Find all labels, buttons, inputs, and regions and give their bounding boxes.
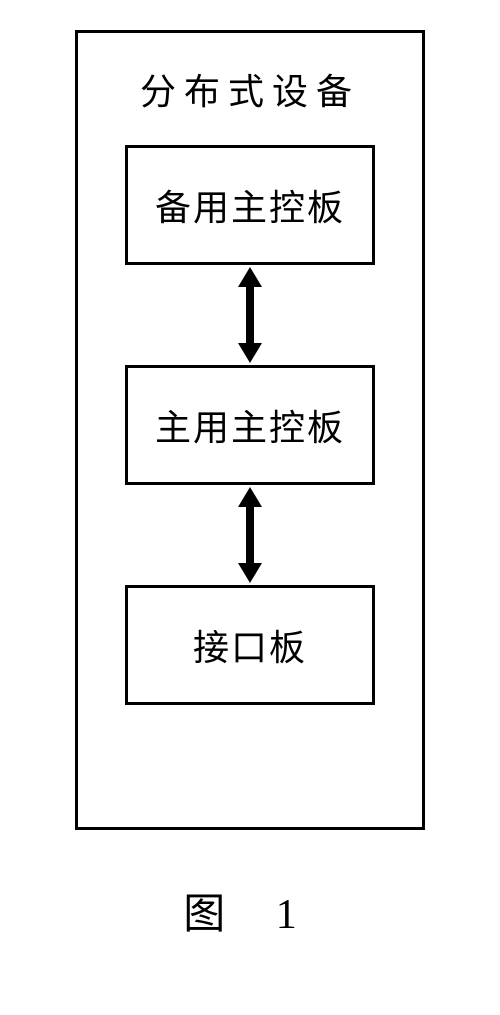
node-backup: 备用主控板 <box>125 145 375 265</box>
edge-backup-main <box>230 265 270 365</box>
node-interface: 接口板 <box>125 585 375 705</box>
double-arrow-icon <box>230 485 270 585</box>
node-backup-label: 备用主控板 <box>155 179 345 231</box>
node-interface-label: 接口板 <box>193 619 307 671</box>
node-main: 主用主控板 <box>125 365 375 485</box>
edge-main-interface <box>230 485 270 585</box>
figure-label: 图 1 <box>183 880 317 941</box>
diagram-frame: 分布式设备 备用主控板 主用主控板 接口板 <box>75 30 425 830</box>
diagram-title: 分布式设备 <box>140 63 360 115</box>
double-arrow-icon <box>230 265 270 365</box>
node-main-label: 主用主控板 <box>155 399 345 451</box>
